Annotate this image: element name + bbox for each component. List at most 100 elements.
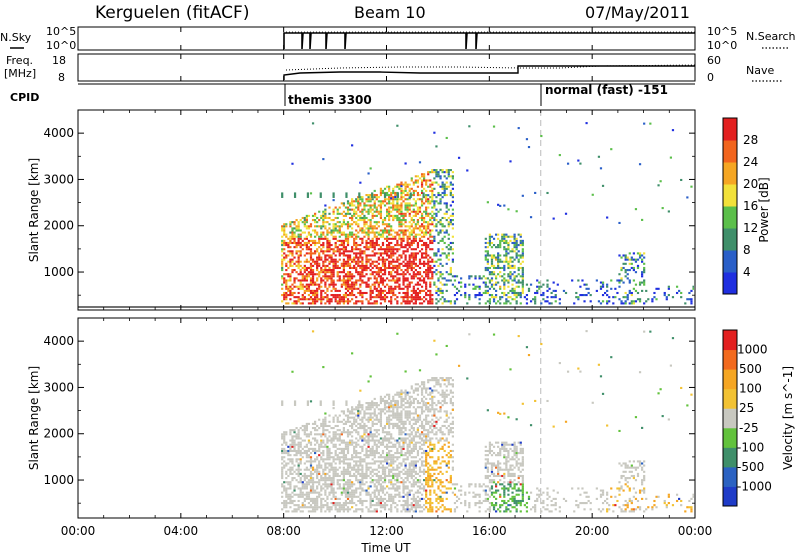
range-cell bbox=[445, 204, 448, 207]
range-cell bbox=[503, 239, 506, 242]
range-cell bbox=[351, 202, 354, 205]
range-cell bbox=[295, 433, 298, 436]
range-cell bbox=[305, 483, 308, 486]
range-cell bbox=[418, 194, 422, 197]
range-cell bbox=[402, 239, 405, 242]
range-cell bbox=[299, 441, 302, 444]
range-cell bbox=[466, 169, 469, 172]
range-cell bbox=[377, 493, 380, 496]
range-cell bbox=[402, 479, 405, 482]
range-cell bbox=[383, 468, 387, 471]
range-cell bbox=[289, 433, 292, 436]
range-cell bbox=[509, 275, 512, 278]
range-cell bbox=[332, 504, 335, 507]
range-cell bbox=[507, 262, 510, 265]
range-cell bbox=[449, 302, 452, 305]
range-cell bbox=[412, 198, 415, 201]
range-cell bbox=[427, 294, 430, 297]
range-cell bbox=[281, 287, 284, 290]
range-cell bbox=[373, 281, 376, 284]
range-cell bbox=[291, 479, 294, 482]
range-cell bbox=[285, 235, 288, 238]
range-cell bbox=[486, 300, 489, 303]
range-cell bbox=[398, 229, 401, 232]
range-cell bbox=[291, 283, 294, 286]
range-cell bbox=[316, 497, 319, 500]
range-cell bbox=[431, 191, 434, 195]
range-cell bbox=[361, 437, 364, 440]
range-cell bbox=[608, 296, 611, 299]
range-cell bbox=[392, 202, 395, 205]
range-cell bbox=[400, 445, 403, 448]
range-cell bbox=[464, 296, 467, 299]
range-cell bbox=[385, 474, 389, 478]
range-cell bbox=[355, 229, 358, 232]
range-cell bbox=[418, 277, 422, 280]
range-cell bbox=[338, 485, 341, 488]
range-cell bbox=[344, 504, 348, 507]
range-cell bbox=[318, 219, 321, 222]
range-cell bbox=[521, 287, 524, 290]
range-cell bbox=[303, 241, 306, 245]
range-cell bbox=[318, 273, 321, 276]
range-cell bbox=[291, 294, 294, 297]
range-cell bbox=[603, 291, 607, 295]
range-cell bbox=[297, 437, 300, 440]
range-cell bbox=[369, 427, 372, 430]
range-cell bbox=[402, 458, 405, 461]
range-cell bbox=[394, 506, 397, 509]
range-cell bbox=[359, 202, 362, 205]
range-cell bbox=[346, 210, 350, 213]
range-cell bbox=[324, 466, 327, 469]
range-cell bbox=[340, 271, 343, 274]
range-cell bbox=[410, 447, 413, 450]
range-cell bbox=[330, 248, 333, 251]
range-cell bbox=[375, 468, 378, 471]
range-cell bbox=[332, 231, 335, 234]
range-cell bbox=[431, 294, 434, 297]
range-cell bbox=[369, 497, 372, 500]
range-cell bbox=[367, 219, 370, 222]
range-cell bbox=[346, 479, 350, 482]
range-cell bbox=[326, 508, 329, 511]
range-cell bbox=[381, 252, 385, 255]
range-cell bbox=[371, 212, 374, 215]
range-cell bbox=[443, 202, 446, 205]
range-cell bbox=[373, 200, 376, 203]
range-cell bbox=[643, 279, 646, 282]
range-cell bbox=[390, 279, 393, 282]
range-cell bbox=[396, 269, 399, 272]
range-cell bbox=[408, 472, 411, 475]
range-cell bbox=[447, 300, 450, 303]
range-cell bbox=[299, 285, 302, 288]
range-cell bbox=[332, 468, 335, 471]
range-cell bbox=[643, 281, 646, 284]
range-cell bbox=[334, 424, 337, 428]
range-cell bbox=[345, 192, 348, 198]
range-cell bbox=[295, 241, 298, 245]
range-cell bbox=[394, 237, 397, 240]
range-cell bbox=[390, 483, 393, 486]
range-cell bbox=[515, 252, 518, 255]
range-cell bbox=[519, 235, 522, 238]
range-cell bbox=[332, 237, 335, 240]
range-cell bbox=[400, 481, 403, 484]
range-cell bbox=[363, 202, 366, 205]
range-cell bbox=[309, 479, 313, 482]
range-cell bbox=[363, 477, 366, 480]
range-cell bbox=[513, 294, 516, 297]
range-cell bbox=[346, 273, 350, 276]
range-cell bbox=[326, 472, 329, 475]
range-cell bbox=[355, 254, 358, 257]
range-cell bbox=[390, 191, 393, 195]
range-cell bbox=[348, 285, 352, 288]
range-cell bbox=[367, 445, 370, 448]
range-cell bbox=[388, 241, 391, 245]
range-cell bbox=[309, 264, 313, 267]
range-cell bbox=[441, 225, 444, 228]
range-cell bbox=[289, 239, 292, 242]
range-cell bbox=[359, 277, 362, 280]
range-cell bbox=[338, 212, 341, 215]
range-cell bbox=[381, 256, 385, 259]
